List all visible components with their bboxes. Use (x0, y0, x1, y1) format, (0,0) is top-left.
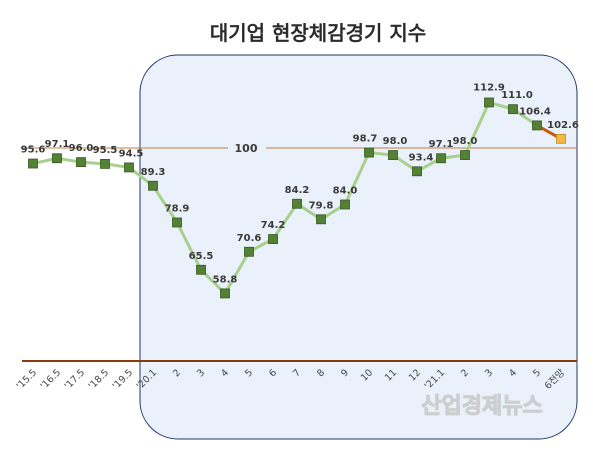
data-point-marker (268, 234, 278, 244)
watermark-logo: 산업경제뉴스 (421, 394, 542, 419)
data-point-marker (172, 217, 182, 228)
data-point-marker (124, 162, 134, 173)
data-label: 111.0 (501, 90, 533, 101)
data-point-marker (340, 199, 350, 210)
forecast-point-marker (556, 133, 566, 144)
data-label: 79.8 (309, 200, 334, 211)
data-label: 74.2 (261, 220, 286, 231)
data-point-marker (76, 157, 86, 168)
x-tick-label: '15.5 (15, 367, 40, 392)
data-label: 65.5 (189, 251, 214, 262)
data-point-marker (220, 288, 230, 299)
data-label: 102.6 (547, 120, 579, 131)
data-point-marker (412, 166, 422, 177)
data-point-marker (100, 158, 110, 169)
data-point-marker (292, 198, 302, 209)
data-label: 96.0 (69, 143, 94, 154)
data-point-marker (364, 147, 374, 158)
data-point-marker (508, 104, 518, 115)
data-label: 98.7 (353, 134, 378, 145)
data-label: 94.5 (119, 148, 144, 159)
data-point-marker (460, 150, 470, 160)
data-label: 98.0 (383, 136, 408, 147)
data-point-marker (148, 180, 158, 191)
data-label: 78.9 (165, 203, 190, 214)
data-point-marker (316, 214, 326, 225)
data-point-marker (244, 246, 254, 257)
data-point-marker (28, 158, 38, 169)
x-tick-label: '19.5 (111, 367, 136, 392)
reference-line-label: 100 (235, 142, 258, 155)
data-label-layer: 95.6 97.1 96.0 95.5 94.589.378.965.558.870.6… (21, 82, 579, 285)
data-point-marker (196, 264, 206, 275)
series-layer (28, 97, 566, 299)
x-tick-label: '16.5 (39, 367, 64, 392)
data-label: 97.1 (429, 139, 454, 150)
chart-title: 대기업 현장체감경기 지수 (210, 21, 426, 45)
data-label: 97.1 (45, 139, 70, 150)
data-label: 84.0 (333, 185, 358, 196)
data-label: 70.6 (237, 233, 262, 244)
x-tick-label: '17.5 (63, 367, 88, 392)
data-label: 58.8 (213, 274, 238, 285)
data-label: 89.3 (141, 167, 166, 178)
data-point-marker (388, 150, 398, 160)
reference-line-group: 100 (22, 142, 577, 155)
data-label: 95.5 (93, 145, 118, 156)
data-point-marker (532, 120, 542, 131)
data-label: 98.0 (453, 136, 478, 147)
data-label: 112.9 (473, 82, 505, 93)
x-tick-label: '18.5 (87, 367, 112, 392)
data-label: 93.4 (409, 152, 434, 163)
data-point-marker (52, 153, 62, 164)
data-label: 95.6 (21, 145, 46, 156)
data-point-marker (436, 153, 446, 164)
data-label: 84.2 (285, 185, 310, 196)
data-label: 106.4 (519, 106, 551, 117)
series-line-actual (32, 100, 538, 295)
data-point-marker (484, 97, 494, 108)
